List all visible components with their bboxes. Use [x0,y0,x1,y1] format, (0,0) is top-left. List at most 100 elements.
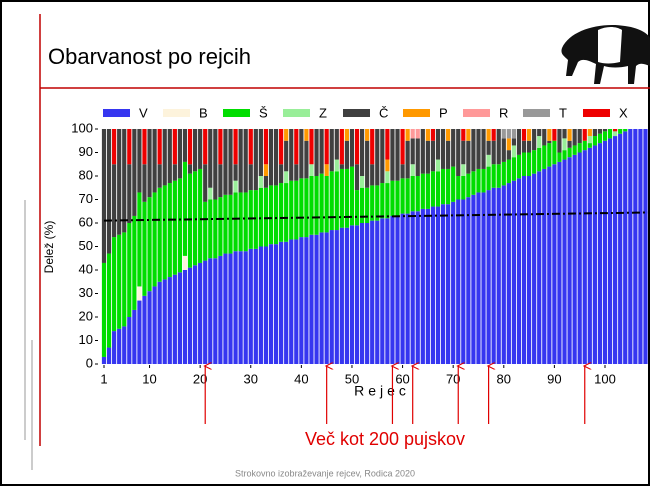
x-tick-label: 50 [345,371,359,386]
bar-segment [238,129,243,193]
bar-segment [491,164,496,188]
bar-segment [400,164,405,179]
bar-segment [132,215,137,310]
bar-segment [273,185,279,245]
bar-segment [152,286,157,364]
bar-segment [587,129,592,137]
bar-segment [339,129,344,165]
bar-segment [334,171,339,231]
bar-segment [294,164,299,181]
bar-segment [268,244,274,364]
bar-segment [446,129,451,141]
bar-segment [309,129,314,165]
bar-segment [329,230,334,364]
bar-segment [572,145,577,155]
bar-segment [623,129,628,132]
slide-title: Obarvanost po rejcih [48,44,251,69]
bar-segment [319,129,324,174]
x-tick-label: 1 [100,371,107,386]
bar-segment [375,220,380,364]
bar-segment [537,171,542,364]
bar-segment [521,176,527,364]
bar-segment [613,131,618,137]
bar-segment [177,272,183,364]
bar-segment [253,248,258,364]
bar-segment [339,168,344,228]
y-tick-label: 100 [71,120,93,135]
bar-segment [228,253,233,364]
bar-segment [117,328,122,364]
bar-segment [273,129,279,186]
bar-segment [466,197,471,364]
bar-segment [268,185,274,245]
bar-segment [228,129,233,195]
bar-segment [182,161,188,256]
bar-segment [466,129,471,141]
bar-segment [284,241,289,364]
bar-segment [223,129,228,195]
bar-segment [324,176,329,233]
bar-segment [516,154,522,179]
bar-segment [198,129,203,169]
bar-segment [359,187,365,223]
y-tick-label: 50 [79,238,93,253]
bar-segment [137,300,142,364]
bar-segment [602,129,608,132]
bar-segment [562,159,567,364]
bar-segment [410,211,415,364]
y-tick-label: 10 [79,332,93,347]
bar-segment [112,237,117,332]
bar-segment [329,129,334,172]
bar-segment [537,129,542,137]
bar-segment [258,176,263,188]
bar-segment [557,129,562,153]
bar-segment [451,129,456,167]
bar-segment [618,129,623,134]
bar-segment [223,253,228,364]
bar-segment [552,164,557,364]
bar-segment [243,192,248,252]
bar-segment [526,129,532,141]
bar-segment [157,187,162,282]
bar-segment [582,129,587,141]
bar-segment [481,168,486,193]
bar-segment [516,178,522,364]
bar-segment [547,143,552,167]
bar-segment [395,215,400,364]
bar-segment [430,171,436,207]
bar-segment [501,185,506,364]
bar-segment [127,317,132,364]
bar-segment [101,262,107,357]
bar-segment [552,140,557,165]
bar-segment [395,180,400,216]
bar-segment [299,237,304,364]
legend-label: Č [379,105,388,120]
footer: Strokovno izobraževanje rejcev, Rodica 2… [235,468,415,478]
bar-segment [532,173,537,364]
bar-segment [567,157,572,364]
bar-segment [319,232,324,364]
bar-segment [456,176,461,200]
bar-segment [213,199,218,259]
bar-segment [177,129,183,179]
bar-segment [400,129,405,165]
bar-segment [112,164,117,238]
bar-segment [516,129,522,155]
bar-segment [562,129,567,139]
bar-segment [203,260,208,364]
bar-segment [106,129,112,254]
bar-segment [506,138,511,151]
bar-segment [410,176,415,212]
bar-segment [137,129,142,193]
y-tick-label: 0 [86,355,93,370]
bar-segment [101,129,107,263]
bar-segment [521,129,527,141]
bar-segment [268,129,274,186]
bar-segment [461,140,466,165]
bar-segment [162,129,167,186]
bar-segment [238,192,243,252]
bar-segment [304,140,309,179]
bar-segment [496,164,501,188]
bar-segment [243,129,248,193]
